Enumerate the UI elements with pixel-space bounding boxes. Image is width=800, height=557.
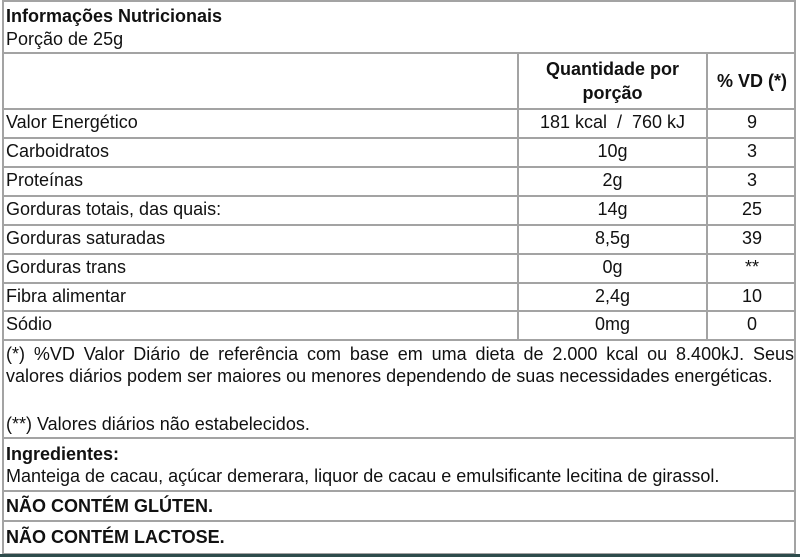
nutrient-vd: 39 bbox=[741, 228, 763, 248]
footnote-not-established: (**) Valores diários não estabelecidos. bbox=[6, 414, 310, 434]
table-row: Valor Energético 181 kcal / 760 kJ 9 bbox=[0, 108, 800, 137]
nutrient-vd: 9 bbox=[746, 112, 757, 132]
nutrient-quantity: 0mg bbox=[594, 314, 630, 334]
divider bbox=[2, 490, 796, 492]
table-row: Gorduras trans 0g ** bbox=[0, 253, 800, 282]
divider bbox=[2, 253, 796, 255]
divider bbox=[2, 108, 796, 110]
gluten-notice: NÃO CONTÉM GLÚTEN. bbox=[6, 496, 213, 516]
divider bbox=[2, 339, 796, 341]
lactose-notice: NÃO CONTÉM LACTOSE. bbox=[6, 527, 225, 547]
nutrient-quantity: 181 kcal / 760 kJ bbox=[539, 112, 686, 132]
column-header-quantity-line2: porção bbox=[582, 83, 643, 103]
nutrient-vd: ** bbox=[744, 257, 759, 277]
table-title: Informações Nutricionais bbox=[6, 6, 223, 26]
table-row: Fibra alimentar 2,4g 10 bbox=[0, 282, 800, 311]
table-row: Sódio 0mg 0 bbox=[0, 310, 800, 339]
nutrient-quantity: 8,5g bbox=[594, 228, 631, 248]
divider bbox=[2, 224, 796, 226]
column-header-quantity-line1: Quantidade por bbox=[545, 59, 679, 79]
nutrient-name: Proteínas bbox=[6, 170, 84, 190]
nutrient-vd: 3 bbox=[746, 141, 757, 161]
divider bbox=[2, 195, 796, 197]
nutrient-name: Sódio bbox=[6, 314, 53, 334]
nutrient-name: Gorduras trans bbox=[6, 257, 127, 277]
table-row: Proteínas 2g 3 bbox=[0, 166, 800, 195]
divider bbox=[2, 520, 796, 522]
ingredients-text: Manteiga de cacau, açúcar demerara, liqu… bbox=[6, 466, 720, 486]
table-row: Carboidratos 10g 3 bbox=[0, 137, 800, 166]
divider bbox=[2, 310, 796, 312]
nutrient-quantity: 2,4g bbox=[594, 286, 631, 306]
table-row: Gorduras totais, das quais: 14g 25 bbox=[0, 195, 800, 224]
nutrient-vd: 0 bbox=[746, 314, 757, 334]
column-header-vd: % VD (*) bbox=[716, 71, 787, 91]
nutrient-quantity: 14g bbox=[597, 199, 628, 219]
nutrient-vd: 3 bbox=[746, 170, 757, 190]
nutrient-vd: 10 bbox=[741, 286, 763, 306]
divider bbox=[2, 137, 796, 139]
nutrient-name: Gorduras totais, das quais: bbox=[6, 199, 222, 219]
nutrient-name: Valor Energético bbox=[6, 112, 138, 132]
footnote-vd: (*) %VD Valor Diário de referência com b… bbox=[6, 344, 794, 386]
divider bbox=[2, 282, 796, 284]
nutrient-name: Gorduras saturadas bbox=[6, 228, 166, 248]
nutrient-vd: 25 bbox=[741, 199, 763, 219]
bottom-edge bbox=[0, 554, 800, 557]
divider bbox=[2, 52, 796, 54]
divider bbox=[2, 166, 796, 168]
divider bbox=[2, 437, 796, 439]
nutrient-quantity: 2g bbox=[602, 170, 623, 190]
nutrient-name: Carboidratos bbox=[6, 141, 110, 161]
portion-size: Porção de 25g bbox=[6, 29, 124, 49]
nutrient-quantity: 10g bbox=[597, 141, 628, 161]
ingredients-label: Ingredientes: bbox=[6, 444, 120, 464]
nutrient-name: Fibra alimentar bbox=[6, 286, 127, 306]
nutrient-quantity: 0g bbox=[602, 257, 623, 277]
table-row: Gorduras saturadas 8,5g 39 bbox=[0, 224, 800, 253]
